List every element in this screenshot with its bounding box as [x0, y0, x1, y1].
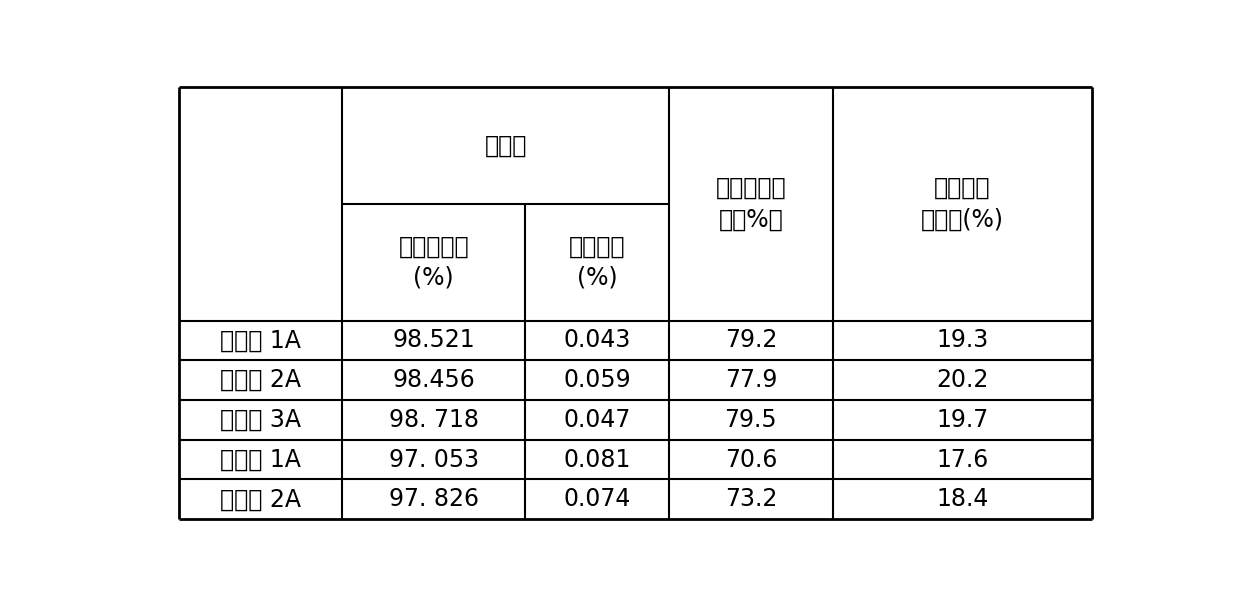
Text: 77.9: 77.9: [724, 368, 777, 392]
Text: 73.2: 73.2: [724, 487, 777, 511]
Text: 98. 718: 98. 718: [388, 408, 479, 432]
Text: 0.059: 0.059: [563, 368, 631, 392]
Text: 对比例 2A: 对比例 2A: [221, 487, 301, 511]
Text: 对比例 1A: 对比例 1A: [221, 447, 301, 472]
Text: 0.047: 0.047: [563, 408, 631, 432]
Text: 79.5: 79.5: [724, 408, 777, 432]
Text: 左旋薄荷脑
(%): 左旋薄荷脑 (%): [398, 234, 469, 290]
Text: 97. 826: 97. 826: [388, 487, 479, 511]
Text: 实施例 3A: 实施例 3A: [221, 408, 301, 432]
Text: 98.456: 98.456: [392, 368, 475, 392]
Text: 实施例 1A: 实施例 1A: [221, 328, 301, 353]
Text: 薄荷脑提取
率（%）: 薄荷脑提取 率（%）: [715, 176, 786, 231]
Text: 70.6: 70.6: [724, 447, 777, 472]
Text: 薄荷脑: 薄荷脑: [485, 134, 527, 157]
Text: 薄荷素油
提取率(%): 薄荷素油 提取率(%): [921, 176, 1003, 231]
Text: 97. 053: 97. 053: [388, 447, 479, 472]
Text: 0.081: 0.081: [563, 447, 631, 472]
Text: 18.4: 18.4: [936, 487, 988, 511]
Text: 19.3: 19.3: [936, 328, 988, 353]
Text: 17.6: 17.6: [936, 447, 988, 472]
Text: 20.2: 20.2: [936, 368, 988, 392]
Text: 19.7: 19.7: [936, 408, 988, 432]
Text: 79.2: 79.2: [724, 328, 777, 353]
Text: 0.043: 0.043: [563, 328, 631, 353]
Text: 0.074: 0.074: [563, 487, 631, 511]
Text: 98.521: 98.521: [392, 328, 475, 353]
Text: 异薄荷脑
(%): 异薄荷脑 (%): [569, 234, 625, 290]
Text: 实施例 2A: 实施例 2A: [221, 368, 301, 392]
